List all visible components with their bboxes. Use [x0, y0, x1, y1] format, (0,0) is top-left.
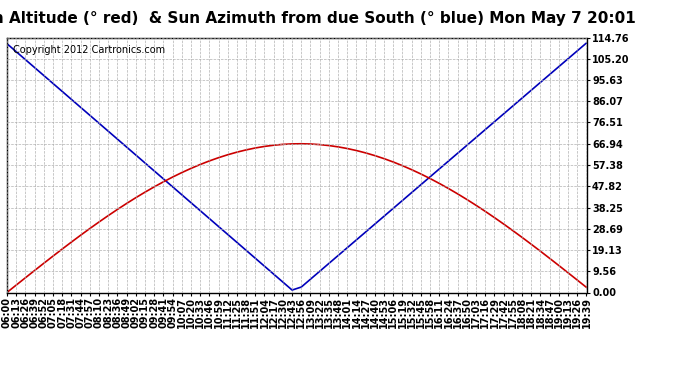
Text: Sun Altitude (° red)  & Sun Azimuth from due South (° blue) Mon May 7 20:01: Sun Altitude (° red) & Sun Azimuth from … — [0, 11, 636, 26]
Text: Copyright 2012 Cartronics.com: Copyright 2012 Cartronics.com — [12, 45, 165, 55]
